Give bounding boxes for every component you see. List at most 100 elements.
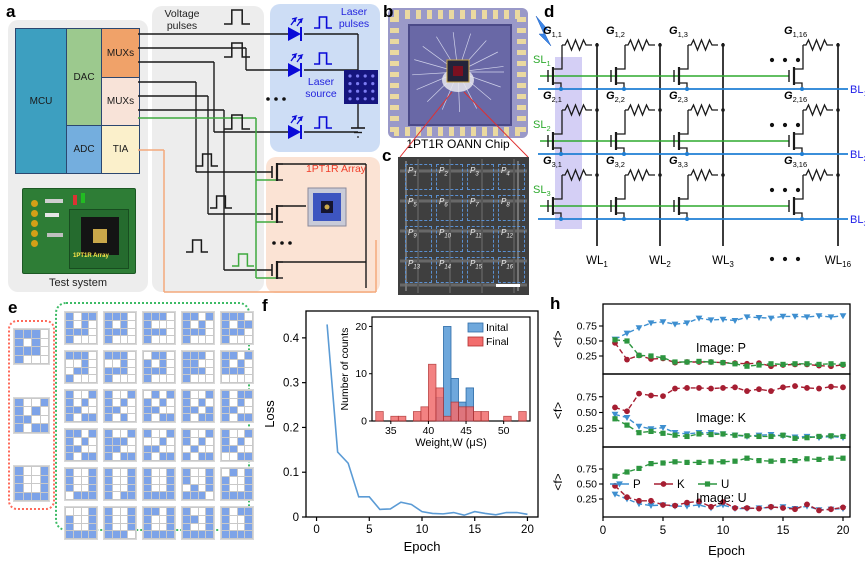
laser-pulses-label: Laser pulses [338, 6, 370, 31]
test-system-board-photo: 1PT1R Array [22, 188, 136, 274]
svg-text:SL3: SL3 [533, 184, 551, 198]
pixel-pattern [64, 428, 98, 462]
voltage-pulses-label: Voltage pulses [164, 8, 200, 33]
panel-label-f: f [262, 296, 268, 315]
svg-text:SL1: SL1 [533, 54, 551, 68]
svg-text:G3,16: G3,16 [784, 155, 807, 169]
svg-text:WL1: WL1 [586, 255, 608, 269]
svg-text:WL2: WL2 [649, 255, 671, 269]
svg-text:Final: Final [486, 336, 509, 348]
pixel-pattern [220, 506, 254, 540]
svg-text:0.3: 0.3 [283, 378, 299, 390]
connectors [31, 197, 61, 261]
svg-text:Epoch: Epoch [708, 543, 745, 558]
svg-text:0.2: 0.2 [283, 422, 299, 434]
svg-text:Image: U: Image: U [696, 491, 747, 505]
array-cell: P8 [498, 195, 525, 221]
panel-label-e: e [8, 298, 18, 317]
chip-caption: 1PT1R OANN Chip [406, 137, 510, 151]
pixel-pattern [220, 389, 254, 423]
svg-text:BL2: BL2 [850, 149, 865, 163]
pins-left [390, 14, 399, 132]
scale-bar [496, 284, 520, 287]
svg-text:Image: K: Image: K [696, 411, 747, 425]
svg-text:0.50: 0.50 [577, 407, 598, 419]
board-label: 1PT1R Array [73, 253, 109, 259]
svg-text:15: 15 [468, 524, 481, 536]
block-tia-label: TIA [112, 144, 129, 155]
svg-text:0.50: 0.50 [577, 336, 598, 348]
svg-text:0: 0 [293, 512, 299, 524]
panel-label-b: b [383, 2, 394, 21]
svg-text:G3,3: G3,3 [669, 155, 688, 169]
svg-text:0: 0 [361, 416, 367, 428]
svg-text:Weight,W (μS): Weight,W (μS) [415, 437, 487, 449]
pixel-pattern [142, 467, 176, 501]
pins-right [517, 14, 526, 132]
panel-label-c: c [382, 146, 392, 165]
array-cell: P12 [498, 226, 525, 252]
block-muxs-top-label: MUXs [106, 47, 135, 59]
svg-text:G2,3: G2,3 [669, 90, 688, 104]
array-cell: P5 [405, 195, 432, 221]
pixel-pattern [142, 350, 176, 384]
pixel-pattern [181, 467, 215, 501]
panel-label-a: a [6, 2, 16, 21]
svg-text:Epoch: Epoch [404, 539, 441, 554]
svg-text:G1,3: G1,3 [669, 25, 688, 39]
pixel-pattern [64, 311, 98, 345]
block-mcu-label: MCU [29, 95, 53, 107]
variant-patterns-box [55, 302, 254, 540]
svg-text:U: U [721, 479, 729, 491]
pixel-pattern [220, 350, 254, 384]
pixel-pattern [142, 428, 176, 462]
pixel-pattern [142, 389, 176, 423]
svg-text:P: P [633, 479, 641, 491]
svg-text:0.75: 0.75 [577, 391, 598, 403]
svg-text:BL1: BL1 [850, 84, 865, 98]
svg-text:WL16: WL16 [825, 255, 852, 269]
array-cell: P13 [405, 257, 432, 283]
pixel-pattern [103, 350, 137, 384]
svg-text:Loss: Loss [262, 400, 277, 428]
svg-text:BL3: BL3 [850, 214, 865, 228]
pins-top [394, 10, 522, 19]
array-cell: P4 [498, 164, 525, 190]
svg-text:SL2: SL2 [533, 119, 551, 133]
svg-text:0.25: 0.25 [577, 351, 598, 363]
sem-array-image: P1 P2 P3 P4 P5 P6 P7 P8 P9 P10 P11 P12 P13 P14 P15 P16 [398, 157, 529, 295]
svg-text:10: 10 [355, 368, 367, 380]
bond-wires [412, 32, 504, 112]
svg-text:45: 45 [460, 425, 472, 437]
svg-text:0.75: 0.75 [577, 464, 598, 476]
array-cell: P7 [467, 195, 494, 221]
svg-text:Number of counts: Number of counts [339, 328, 351, 411]
svg-text:G1,2: G1,2 [606, 25, 625, 39]
laser-source-label: Laser source [305, 76, 337, 101]
pixel-pattern [103, 506, 137, 540]
f-value-charts: 0.25 0.50 0.75 <f> Image: P 0.25 0.50 0.75 <f> Im… [551, 303, 851, 558]
pixel-pattern [181, 428, 215, 462]
pixel-pattern [220, 428, 254, 462]
svg-text:Inital: Inital [486, 322, 508, 334]
svg-text:0: 0 [313, 524, 319, 536]
pixel-pattern [142, 506, 176, 540]
svg-text:20: 20 [355, 321, 367, 333]
component [45, 199, 63, 203]
pixel-pattern [64, 350, 98, 384]
pixel-pattern [181, 389, 215, 423]
block-muxs-bottom-label: MUXs [106, 96, 135, 107]
pixel-pattern [220, 467, 254, 501]
panel-label-d: d [544, 2, 555, 21]
svg-text:WL3: WL3 [712, 255, 734, 269]
svg-text:G1,1: G1,1 [543, 25, 562, 39]
array-label: 1PT1R Array [305, 163, 367, 175]
svg-text:40: 40 [423, 425, 435, 437]
component [45, 213, 59, 217]
svg-text:10: 10 [717, 525, 730, 537]
svg-text:Image: P: Image: P [696, 341, 746, 355]
array-cell: P2 [436, 164, 463, 190]
array-cell: P9 [405, 226, 432, 252]
